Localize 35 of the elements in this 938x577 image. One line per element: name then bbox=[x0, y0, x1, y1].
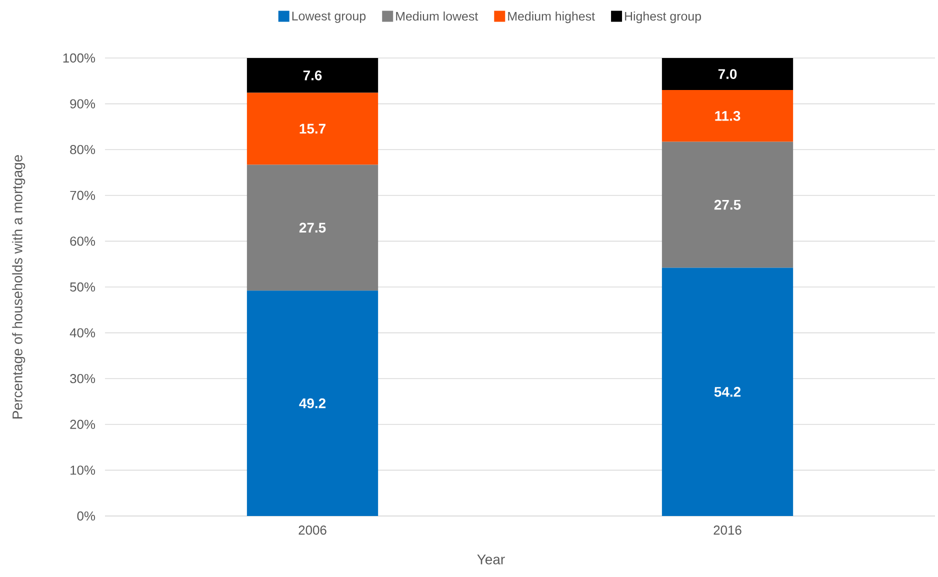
bar bbox=[246, 92, 378, 165]
legend-label: Medium lowest bbox=[396, 12, 478, 21]
y-tick-label: 100% bbox=[63, 53, 96, 63]
legend-label: Highest group bbox=[625, 12, 702, 24]
y-tick-label: 50% bbox=[70, 282, 96, 292]
legend-label: Lowest group bbox=[292, 12, 366, 23]
x-axis-title: Year bbox=[477, 554, 505, 564]
data-label: 15.7 bbox=[300, 124, 326, 134]
data-label: 27.5 bbox=[714, 200, 741, 210]
bar bbox=[662, 58, 794, 90]
y-axis-title: Percentage of households with a mortgage bbox=[12, 155, 26, 418]
data-label: 27.5 bbox=[299, 222, 326, 233]
y-tick-label: 90% bbox=[70, 99, 96, 108]
data-label: 11.3 bbox=[715, 110, 740, 121]
bar bbox=[662, 268, 794, 516]
x-tick-label: 2006 bbox=[298, 526, 326, 535]
data-label: 54.2 bbox=[714, 386, 741, 397]
bar bbox=[662, 90, 794, 142]
data-label: 49.2 bbox=[299, 398, 326, 408]
x-tick-label: 2016 bbox=[714, 526, 742, 535]
data-label: 7.0 bbox=[718, 69, 737, 79]
data-label: 7.6 bbox=[303, 70, 322, 80]
y-tick-label: 70% bbox=[70, 190, 96, 200]
legend-label: Medium highest bbox=[508, 12, 595, 24]
y-tick-label: 10% bbox=[70, 466, 96, 475]
y-tick-label: 80% bbox=[70, 145, 96, 154]
bar bbox=[662, 142, 794, 268]
y-tick-label: 20% bbox=[70, 420, 96, 429]
bar bbox=[246, 290, 378, 516]
y-tick-label: 60% bbox=[70, 236, 96, 246]
y-tick-label: 40% bbox=[70, 328, 96, 338]
y-tick-label: 30% bbox=[70, 374, 96, 384]
bar bbox=[246, 164, 378, 291]
y-tick-label: 0% bbox=[77, 511, 96, 521]
bar bbox=[246, 58, 378, 93]
